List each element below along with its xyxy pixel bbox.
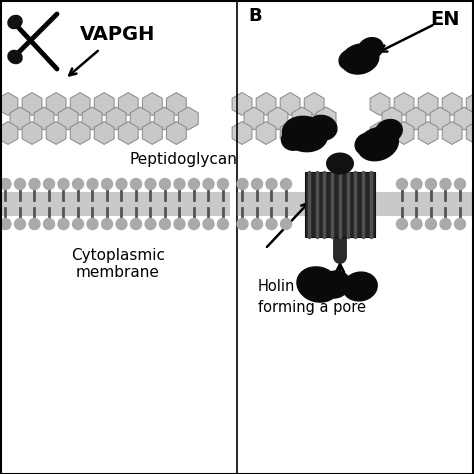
- Ellipse shape: [340, 43, 380, 75]
- Circle shape: [29, 179, 40, 190]
- Circle shape: [252, 179, 263, 190]
- Circle shape: [87, 179, 98, 190]
- Circle shape: [130, 179, 142, 190]
- Circle shape: [189, 219, 200, 229]
- Circle shape: [159, 179, 171, 190]
- Circle shape: [87, 219, 98, 229]
- Text: EN: EN: [430, 9, 459, 28]
- Circle shape: [252, 219, 263, 229]
- Circle shape: [174, 219, 185, 229]
- Circle shape: [203, 219, 214, 229]
- Circle shape: [203, 179, 214, 190]
- Circle shape: [159, 219, 171, 229]
- Text: Cytoplasmic
membrane: Cytoplasmic membrane: [71, 248, 165, 280]
- Ellipse shape: [338, 49, 360, 70]
- Ellipse shape: [281, 128, 307, 151]
- Circle shape: [15, 179, 26, 190]
- Text: B: B: [248, 7, 262, 25]
- Circle shape: [455, 179, 465, 190]
- Circle shape: [189, 179, 200, 190]
- Circle shape: [440, 179, 451, 190]
- Ellipse shape: [282, 116, 328, 152]
- Circle shape: [411, 179, 422, 190]
- Circle shape: [440, 219, 451, 229]
- Circle shape: [266, 219, 277, 229]
- Circle shape: [44, 179, 55, 190]
- Text: VAPGH: VAPGH: [80, 25, 155, 44]
- Circle shape: [218, 219, 228, 229]
- Circle shape: [101, 219, 112, 229]
- Circle shape: [116, 219, 127, 229]
- Circle shape: [426, 219, 437, 229]
- Circle shape: [44, 219, 55, 229]
- Text: Peptidoglycan: Peptidoglycan: [130, 152, 238, 166]
- Ellipse shape: [374, 119, 403, 144]
- Circle shape: [396, 179, 408, 190]
- Circle shape: [455, 219, 465, 229]
- Circle shape: [73, 219, 83, 229]
- Circle shape: [145, 179, 156, 190]
- Circle shape: [15, 219, 26, 229]
- Circle shape: [29, 219, 40, 229]
- Circle shape: [0, 219, 11, 229]
- Ellipse shape: [7, 50, 23, 64]
- Ellipse shape: [357, 127, 399, 162]
- Circle shape: [396, 219, 408, 229]
- Circle shape: [266, 179, 277, 190]
- Circle shape: [411, 219, 422, 229]
- Circle shape: [218, 179, 228, 190]
- Ellipse shape: [358, 37, 384, 59]
- Circle shape: [58, 179, 69, 190]
- Circle shape: [281, 179, 292, 190]
- Circle shape: [0, 179, 11, 190]
- Circle shape: [174, 179, 185, 190]
- Circle shape: [73, 179, 83, 190]
- Circle shape: [237, 219, 248, 229]
- Ellipse shape: [296, 266, 340, 303]
- Bar: [0, 192, 230, 216]
- Text: Holin
forming a pore: Holin forming a pore: [258, 279, 366, 315]
- Ellipse shape: [7, 15, 23, 29]
- Bar: [237, 192, 474, 216]
- Circle shape: [116, 179, 127, 190]
- Circle shape: [281, 219, 292, 229]
- Circle shape: [145, 219, 156, 229]
- Ellipse shape: [342, 272, 378, 301]
- Bar: [305, 172, 375, 237]
- Ellipse shape: [319, 270, 351, 299]
- Ellipse shape: [326, 153, 354, 174]
- Ellipse shape: [307, 115, 337, 141]
- Ellipse shape: [355, 133, 377, 155]
- Circle shape: [237, 179, 248, 190]
- Circle shape: [58, 219, 69, 229]
- Circle shape: [130, 219, 142, 229]
- Circle shape: [101, 179, 112, 190]
- Circle shape: [426, 179, 437, 190]
